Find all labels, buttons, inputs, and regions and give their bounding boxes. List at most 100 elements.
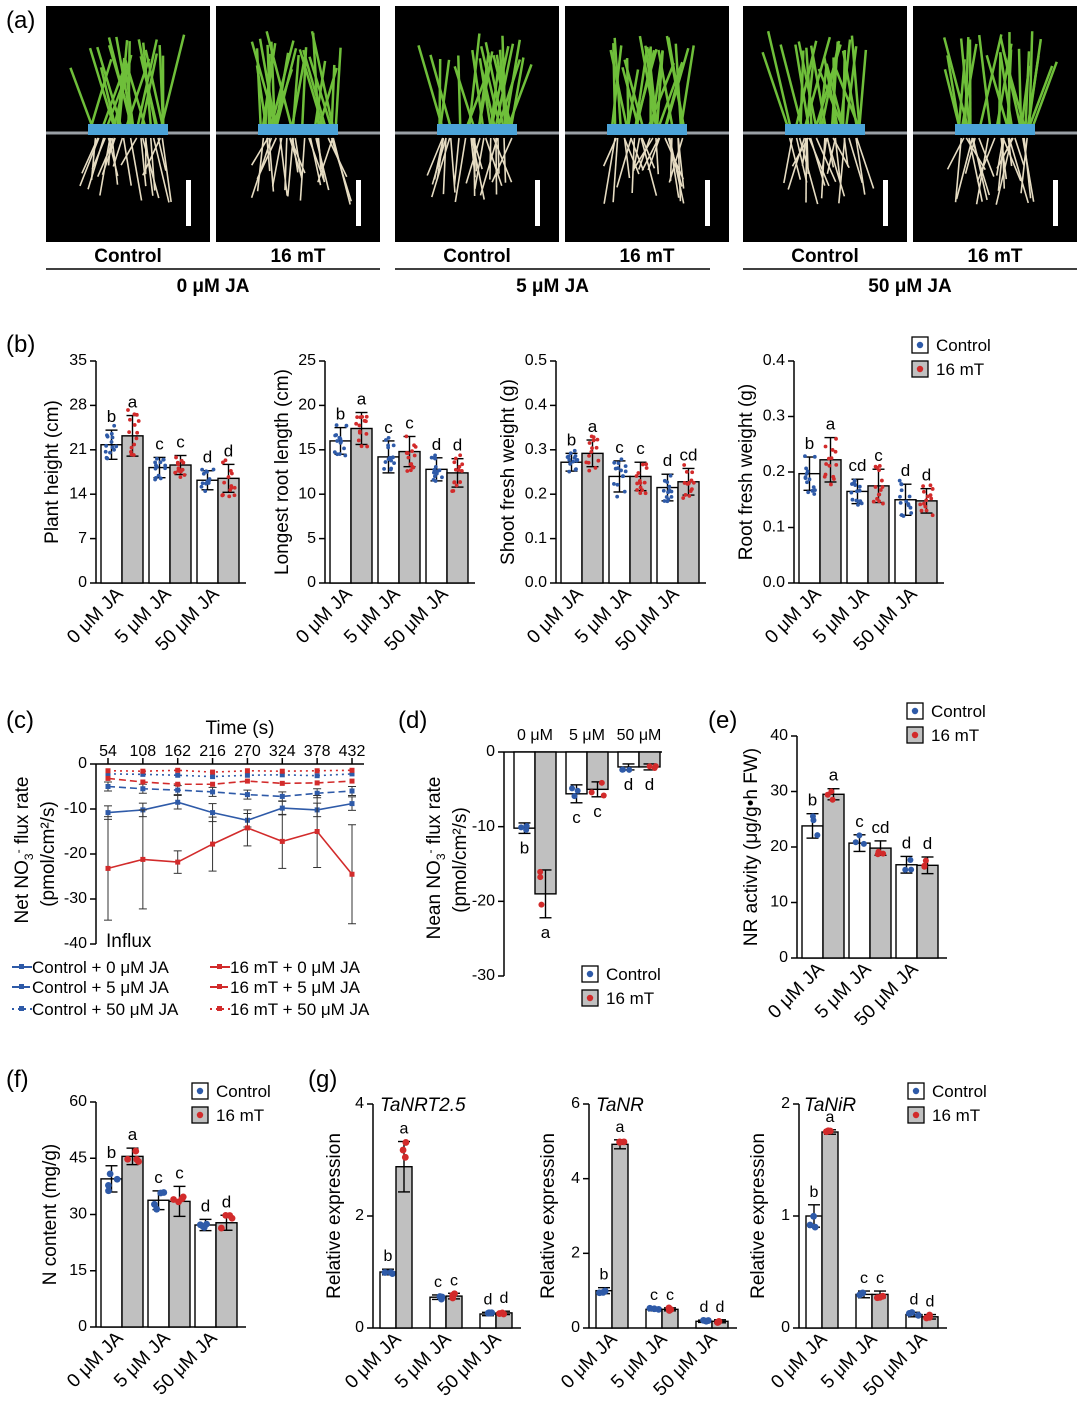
root-strand: [602, 137, 617, 167]
root-strand: [250, 137, 269, 166]
data-point: [858, 499, 863, 504]
bar-control: [848, 842, 871, 959]
bar-control: [801, 825, 824, 959]
significance-letter: cd: [849, 456, 867, 475]
significance-letter: c: [155, 434, 164, 453]
data-point: [587, 453, 591, 458]
shoot-leaf: [160, 34, 186, 127]
data-point: [803, 475, 808, 479]
data-point: [665, 1307, 673, 1314]
significance-letter: a: [829, 766, 839, 785]
panel-c-label: (c): [6, 707, 34, 734]
data-point: [644, 462, 649, 467]
data-point: [829, 482, 833, 487]
y-tick-label: -20: [472, 893, 495, 910]
significance-letter: c: [666, 1287, 674, 1304]
data-point: [449, 1294, 457, 1302]
shoot-leaf: [101, 66, 127, 127]
bar-control: [513, 751, 536, 829]
root-strand: [268, 137, 275, 192]
data-point: [338, 440, 343, 445]
significance-letter: a: [616, 1119, 625, 1136]
data-point: [399, 1146, 407, 1154]
root-strand: [855, 137, 866, 195]
series-line: [107, 777, 353, 786]
data-point: [155, 456, 159, 461]
bar-control: [148, 466, 171, 584]
y-tick-label: 0.0: [525, 574, 547, 591]
gene-name: TaNRT2.5: [380, 1095, 466, 1116]
series-marker: [105, 775, 111, 781]
data-point: [567, 457, 572, 462]
data-point: [391, 455, 395, 460]
data-point: [181, 460, 186, 465]
significance-letter: c: [450, 1272, 458, 1289]
significance-letter: d: [432, 435, 441, 454]
data-point: [690, 487, 694, 492]
data-point: [662, 499, 667, 503]
bar-16mt: [121, 435, 144, 584]
series-marker: [244, 768, 250, 774]
significance-letter: d: [922, 466, 931, 485]
data-point: [826, 456, 831, 461]
data-point: [392, 461, 396, 466]
root-strand: [442, 137, 447, 195]
data-point: [646, 763, 653, 770]
shoot-leaf: [507, 63, 533, 127]
root-strand: [801, 137, 807, 166]
data-point: [921, 484, 926, 489]
data-point: [590, 446, 594, 451]
data-point: [874, 851, 881, 858]
y-tick-label: 10: [770, 894, 788, 911]
root-strand: [479, 137, 499, 196]
y-axis-label: Root fresh weight (g): [736, 384, 757, 560]
data-point: [638, 491, 643, 496]
series-marker: [105, 865, 111, 871]
data-point: [488, 1309, 496, 1317]
data-point: [638, 485, 643, 490]
data-point: [222, 1211, 230, 1219]
data-point: [433, 465, 438, 469]
series-marker: [140, 768, 146, 774]
data-point: [682, 463, 687, 467]
data-point: [806, 1221, 814, 1229]
legend-label-16mt: 16 mT: [216, 1106, 264, 1125]
data-point: [908, 866, 915, 873]
data-point: [410, 449, 414, 453]
series-marker: [349, 767, 355, 773]
data-point: [569, 785, 576, 792]
bar-control: [196, 479, 219, 584]
shoot-leaf: [946, 55, 961, 127]
data-point: [523, 826, 530, 833]
influx-annotation: Influx: [106, 931, 152, 952]
y-tick-label: 20: [770, 838, 788, 855]
foam-tray: [607, 124, 687, 135]
data-point: [803, 454, 807, 459]
shoot-leaf: [457, 55, 462, 127]
data-point: [114, 444, 119, 449]
bar-control: [147, 1199, 170, 1328]
data-point: [572, 448, 577, 453]
root-strand: [495, 137, 498, 195]
data-point: [644, 466, 649, 470]
data-point: [537, 874, 544, 881]
y-tick-label: 0: [355, 1319, 364, 1336]
shoot-leaf: [612, 43, 617, 127]
root-strand: [795, 137, 808, 183]
series-marker: [244, 772, 250, 778]
series-marker: [279, 838, 285, 844]
y-tick-label: 0: [78, 1318, 87, 1335]
legend-marker: [19, 1006, 24, 1011]
data-point: [914, 1311, 922, 1319]
shoot-leaf: [275, 48, 298, 127]
data-point: [833, 449, 838, 454]
data-point: [814, 832, 821, 839]
data-point: [405, 469, 410, 473]
y-tick-label: 0.0: [763, 574, 785, 591]
root-strand: [1014, 137, 1025, 166]
legend-dot-control: [196, 1087, 204, 1095]
y-tick-label: 2: [355, 1207, 364, 1224]
root-strand: [449, 137, 456, 193]
bar-16mt: [869, 847, 892, 959]
y-tick-label: 0: [486, 743, 495, 760]
